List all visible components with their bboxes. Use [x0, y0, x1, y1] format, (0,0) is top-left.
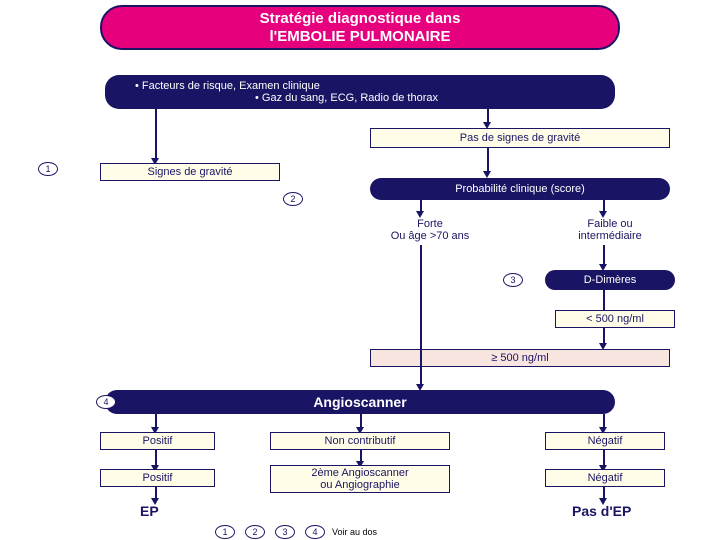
no-severity-text: Pas de signes de gravité	[460, 132, 580, 144]
positif-2: Positif	[100, 469, 215, 487]
non-contrib-text: Non contributif	[325, 435, 396, 447]
lt500-text: < 500 ng/ml	[586, 313, 644, 325]
positif-2-text: Positif	[143, 472, 173, 484]
no-ep-text: Pas d'EP	[572, 503, 631, 519]
positif-1-text: Positif	[143, 435, 173, 447]
circle-1-text: 1	[45, 164, 50, 174]
circle-2: 2	[283, 192, 303, 206]
clinical-prob-box: Probabilité clinique (score)	[370, 178, 670, 200]
circle-1: 1	[38, 162, 58, 176]
second-angio: 2ème Angioscanner ou Angiographie	[270, 465, 450, 493]
non-contrib: Non contributif	[270, 432, 450, 450]
circle-4-text: 4	[103, 397, 108, 407]
initial-line1: • Facteurs de risque, Examen clinique	[135, 80, 320, 92]
clinical-prob-text: Probabilité clinique (score)	[455, 183, 585, 195]
ge500-box: ≥ 500 ng/ml	[370, 349, 670, 367]
circle-3-text: 3	[510, 275, 515, 285]
no-severity-box: Pas de signes de gravité	[370, 128, 670, 148]
ep-text: EP	[140, 503, 159, 519]
negatif-1-text: Négatif	[588, 435, 623, 447]
initial-line2: • Gaz du sang, ECG, Radio de thorax	[135, 92, 438, 104]
negatif-2-text: Négatif	[588, 472, 623, 484]
circle-2-text: 2	[290, 194, 295, 204]
lt500-box: < 500 ng/ml	[555, 310, 675, 328]
negatif-2: Négatif	[545, 469, 665, 487]
positif-1: Positif	[100, 432, 215, 450]
ge500-text: ≥ 500 ng/ml	[491, 352, 548, 364]
foot-circle-4: 4	[305, 525, 325, 539]
foot-circle-1: 1	[215, 525, 235, 539]
initial-assessment: • Facteurs de risque, Examen clinique • …	[105, 75, 615, 109]
foot-circle-2: 2	[245, 525, 265, 539]
severity-text: Signes de gravité	[148, 166, 233, 178]
foot-circle-3: 3	[275, 525, 295, 539]
footer-text: Voir au dos	[332, 527, 377, 537]
negatif-1: Négatif	[545, 432, 665, 450]
ddimer-text: D-Dimères	[584, 274, 637, 286]
angioscanner-text: Angioscanner	[313, 394, 406, 410]
circle-3: 3	[503, 273, 523, 287]
angioscanner-box: Angioscanner	[105, 390, 615, 414]
circle-4: 4	[96, 395, 116, 409]
severity-box: Signes de gravité	[100, 163, 280, 181]
weak-text: Faible ou intermédiaire	[560, 218, 660, 242]
title-text: Stratégie diagnostique dans l'EMBOLIE PU…	[260, 10, 461, 46]
ddimer-box: D-Dimères	[545, 270, 675, 290]
title-box: Stratégie diagnostique dans l'EMBOLIE PU…	[100, 5, 620, 50]
strong-text: Forte Ou âge >70 ans	[380, 218, 480, 242]
second-angio-text: 2ème Angioscanner ou Angiographie	[311, 467, 408, 491]
